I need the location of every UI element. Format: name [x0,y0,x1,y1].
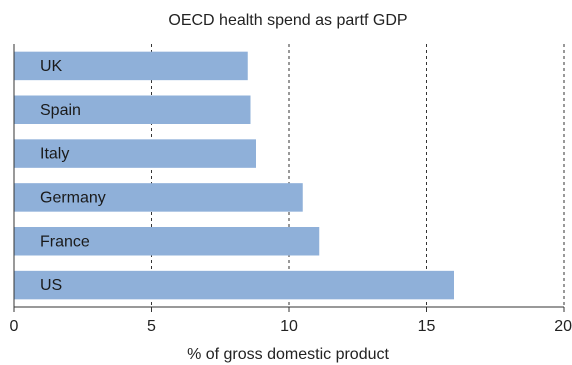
chart-title: OECD health spend as partf GDP [168,12,407,29]
bar-label-italy: Italy [40,146,69,163]
bars: UK Spain Italy Germany France US [14,51,454,300]
x-axis-ticks: 0 5 10 15 20 [10,307,572,335]
bar-germany [14,183,303,212]
bar-uk [14,51,248,81]
x-axis-label: % of gross domestic product [187,346,389,363]
x-tick-label-0: 0 [10,318,19,335]
x-tick-label-15: 15 [418,318,436,335]
bar-label-germany: Germany [40,189,106,206]
bar-france [14,227,320,256]
bar-label-us: US [40,277,62,294]
grid-lines [151,44,565,307]
x-tick-label-5: 5 [147,318,156,335]
bar-spain [14,95,251,124]
x-tick-label-20: 20 [554,318,572,335]
x-tick-label-10: 10 [280,318,298,335]
bar-label-spain: Spain [40,102,81,119]
bar-italy [14,139,256,168]
bar-label-france: France [40,233,90,250]
bar-us [14,270,454,300]
bar-label-uk: UK [40,58,63,75]
